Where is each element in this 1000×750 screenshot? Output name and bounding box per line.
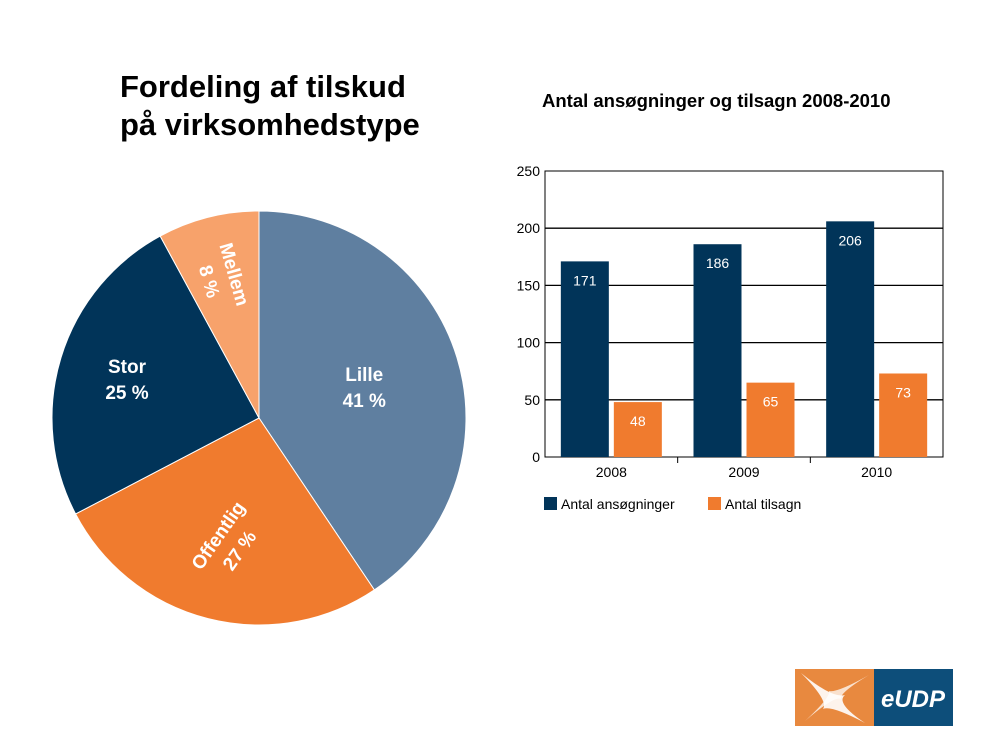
bar-data-label: 48	[630, 413, 646, 429]
legend-swatch	[708, 497, 721, 510]
pie-label-name-stor: Stor	[108, 357, 147, 378]
bar-data-label: 65	[763, 394, 779, 410]
pie-slice-offentlig	[74, 417, 376, 626]
y-tick-label: 150	[517, 277, 541, 293]
legend-swatch	[544, 497, 557, 510]
pie-label-value-lille: 41 %	[343, 391, 386, 412]
legend-label: Antal ansøgninger	[561, 496, 675, 512]
eudp-logo-graphic: eUDP	[795, 669, 953, 726]
pie-label-value-stor: 25 %	[105, 383, 148, 404]
y-tick-label: 100	[517, 335, 541, 351]
pie-label-name-lille: Lille	[345, 365, 383, 386]
pie-chart-title: Fordeling af tilskud på virksomhedstype	[120, 68, 420, 144]
x-tick-label: 2009	[728, 464, 759, 480]
bar-grants-2008	[613, 402, 662, 457]
y-tick-label: 50	[524, 392, 540, 408]
pie-slice-lille	[258, 210, 467, 591]
bar-data-label: 73	[895, 384, 911, 400]
bar-data-label: 186	[706, 255, 730, 271]
bar-applications-2008	[560, 261, 609, 457]
y-tick-label: 250	[517, 163, 541, 179]
pie-title-line-2: på virksomhedstype	[120, 107, 420, 142]
y-tick-label: 200	[517, 220, 541, 236]
pie-slice-stor	[51, 235, 260, 515]
y-tick-label: 0	[532, 449, 540, 465]
pie-slice-mellem	[159, 210, 260, 419]
bar-chart-title: Antal ansøgninger og tilsagn 2008-2010	[542, 90, 891, 111]
pie-label-lille: Lille 41 %	[343, 365, 386, 412]
pie-title-line-1: Fordeling af tilskud	[120, 69, 406, 104]
bar-applications-2009	[693, 244, 742, 457]
pie-label-stor: Stor 25 %	[105, 357, 148, 404]
bar-data-label: 171	[573, 272, 597, 288]
x-tick-label: 2008	[596, 464, 627, 480]
eudp-logo-text: eUDP	[881, 686, 946, 713]
bar-plot-area	[544, 170, 944, 458]
bar-applications-2010	[826, 221, 875, 457]
bar-grants-2009	[746, 382, 795, 457]
bar-grants-2010	[879, 373, 928, 457]
eudp-logo: eUDP	[795, 669, 953, 726]
bar-data-label: 206	[838, 232, 862, 248]
legend-label: Antal tilsagn	[725, 496, 801, 512]
x-tick-label: 2010	[861, 464, 892, 480]
